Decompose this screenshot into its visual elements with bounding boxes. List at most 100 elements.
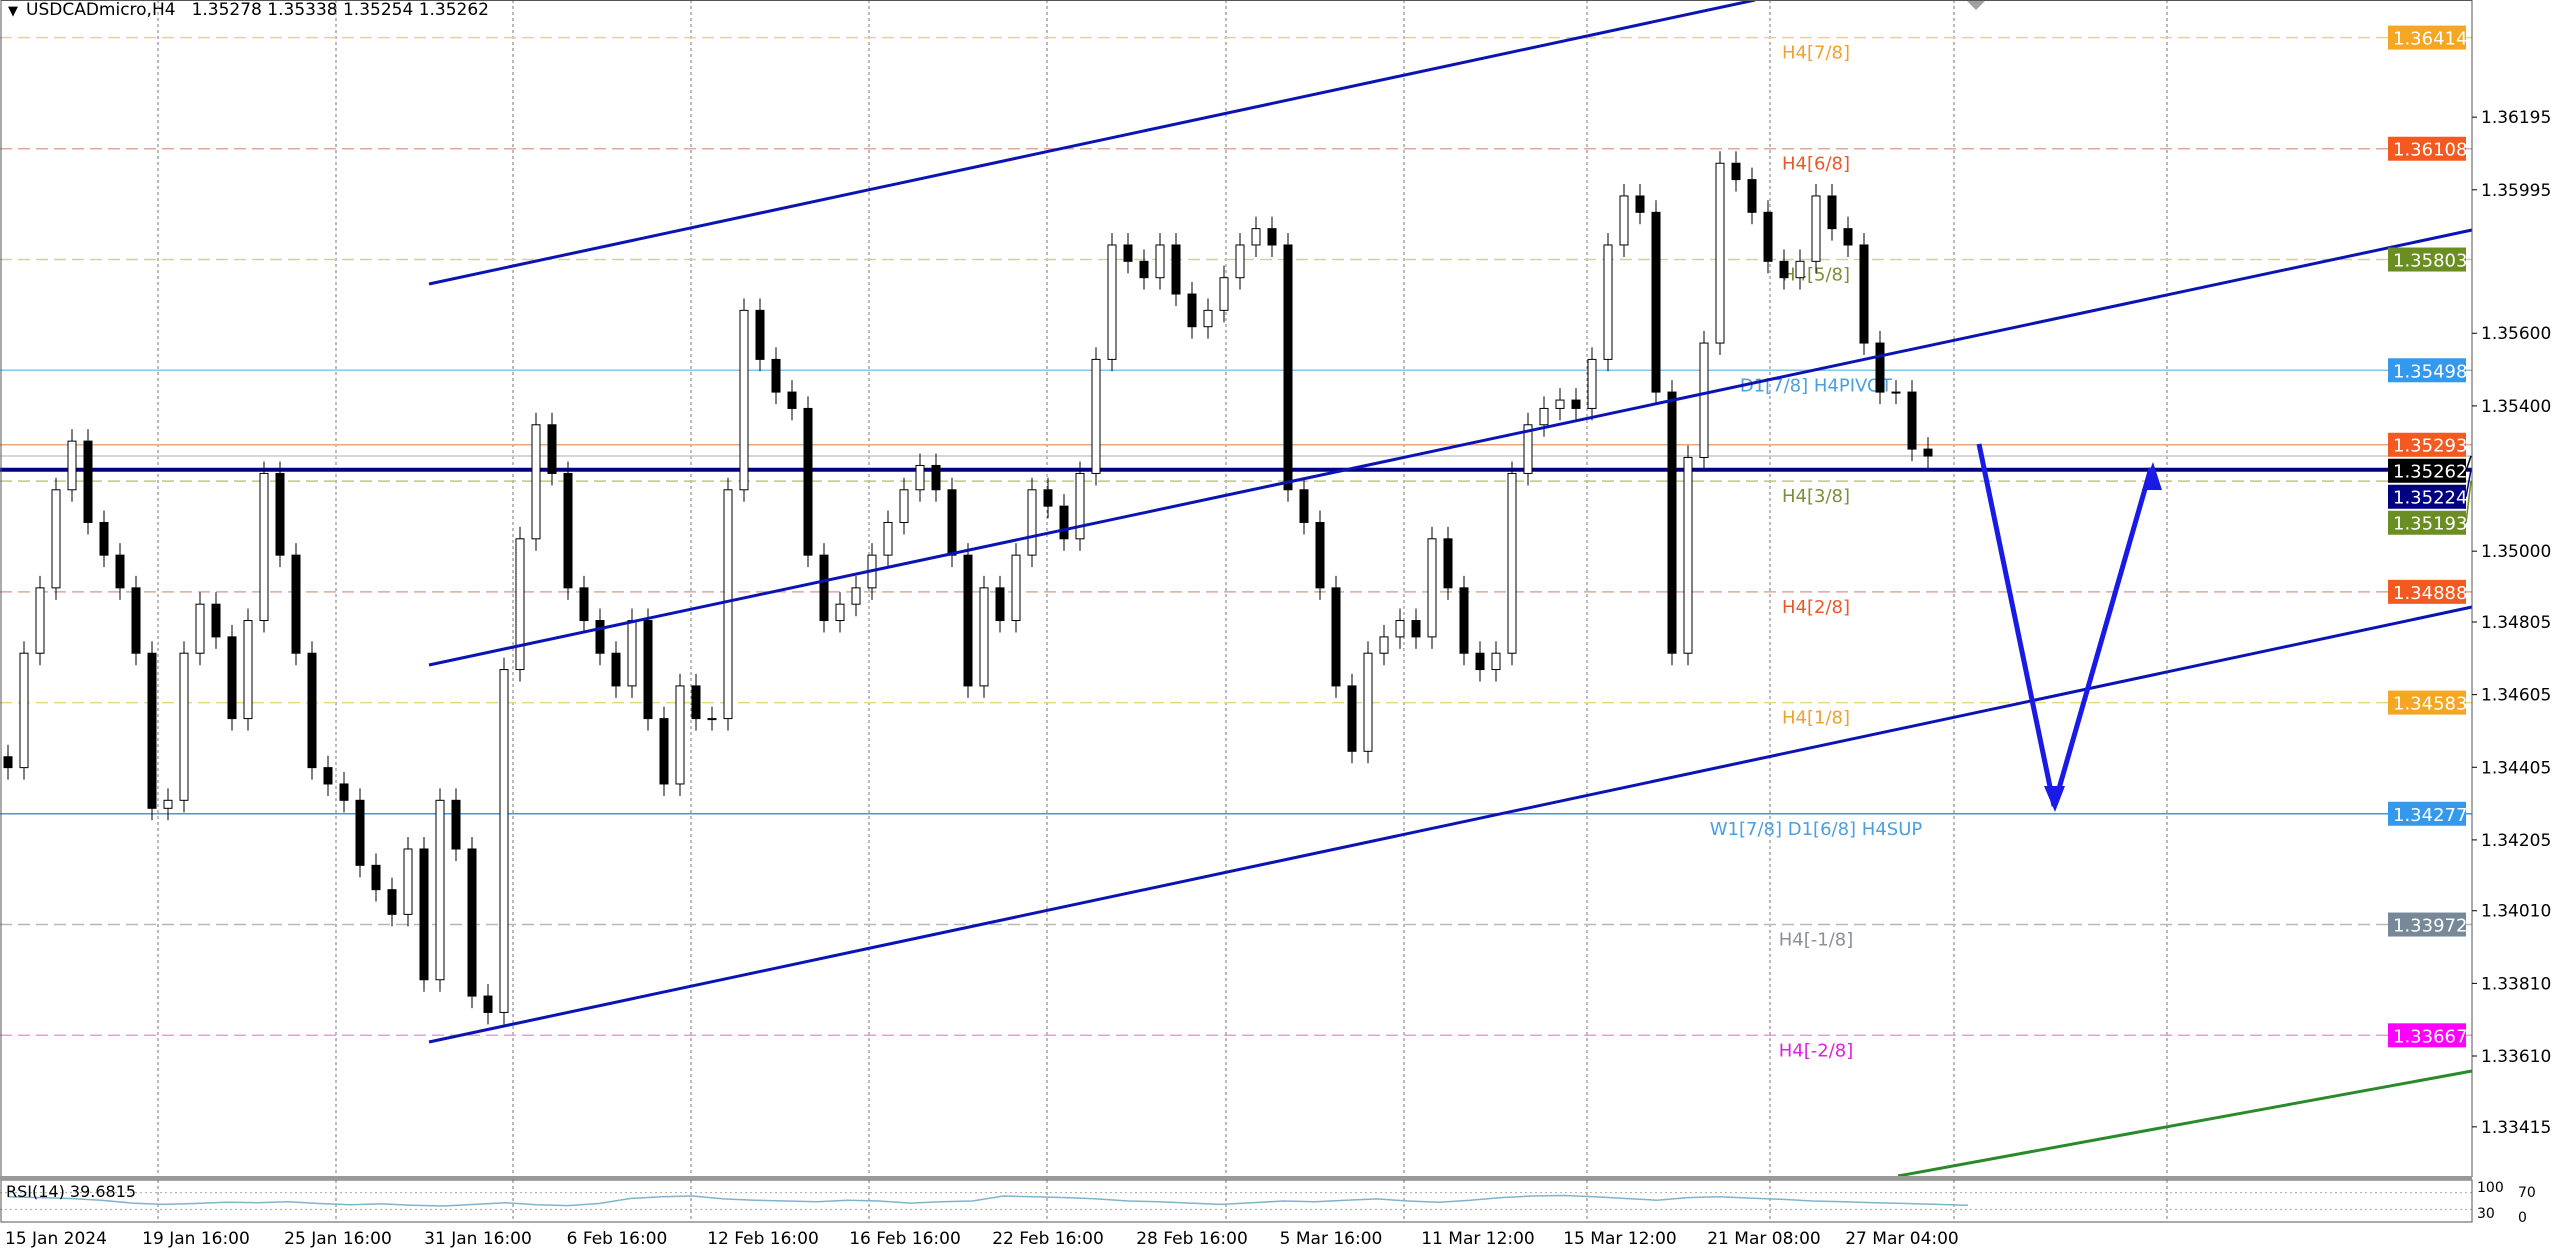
rsi-plot-border [0,1179,2473,1223]
candle-bull [835,603,845,622]
price-label-leader [2465,480,2472,523]
candle-bear [323,767,333,785]
candle-bull [723,489,733,720]
candle-bull [851,587,861,605]
y-tick-label: 1.33610 [2481,1047,2551,1067]
price-label-text: 1.35498 [2393,361,2467,382]
candle-bull [51,489,61,589]
candle-bull [403,848,413,915]
candle-bull [1683,456,1693,654]
trendlines [428,0,2473,1178]
candle-bull [1427,538,1437,638]
candle-bear [1171,244,1181,295]
price-label-text: 1.35193 [2393,514,2467,535]
candle-bull [1075,472,1085,540]
candle-bull [531,424,541,540]
candle-bear [995,587,1005,622]
candle-bull [1379,636,1389,654]
x-tick-label: 15 Mar 12:00 [1563,1229,1677,1249]
candle-bear [1043,489,1053,507]
candle-bear [339,783,349,801]
price-label-box [2388,1023,2466,1048]
price-label-text: 1.34277 [2393,805,2467,826]
price-label-box [2388,432,2466,457]
candle-bear [1779,260,1789,279]
price-label-box [2388,484,2466,509]
candle-bull [1155,244,1165,279]
candle-bear [1667,391,1677,654]
candle-bull [1603,244,1613,360]
y-tick-label: 1.35400 [2481,397,2551,417]
candle-bull [67,440,77,491]
price-label-leader [2465,455,2472,471]
price-label-box [2388,136,2466,161]
candle-bear [1859,244,1869,344]
x-tick-label: 11 Mar 12:00 [1421,1229,1535,1249]
y-tick-label: 1.35995 [2481,181,2551,201]
shift-marker-icon[interactable] [1966,0,1986,10]
candle-bull [1107,244,1117,360]
candle-bear [211,603,221,638]
candle-bear [1331,587,1341,687]
candle-bear [1731,162,1741,181]
candle-bear [1843,228,1853,246]
candle-bull [675,685,685,785]
collapse-triangle-icon[interactable]: ▼ [8,4,18,19]
x-tick-label: 28 Feb 16:00 [1136,1229,1248,1249]
candle-bear [1635,195,1645,213]
candle-bull [1587,358,1597,409]
candle-bull [1507,472,1517,654]
candle-bear [1651,211,1661,393]
candle-bear [483,995,493,1013]
x-tick-label: 25 Jan 16:00 [284,1229,392,1249]
level-label: H4[7/8] [1782,43,1850,64]
candle-bull [1091,358,1101,474]
green-trend-line[interactable] [1897,1069,2473,1178]
y-tick-label: 1.36195 [2481,108,2551,128]
candle-bull [1539,407,1549,426]
candle-bear [547,424,557,474]
candle-bear [307,652,317,769]
price-label-text: 1.35803 [2393,251,2467,272]
forecast-arrow-path[interactable] [1976,443,2154,807]
price-label-box [2388,801,2466,826]
channel-lower-line[interactable] [428,605,2473,1044]
candle-bear [1187,293,1197,328]
candle-bear [611,652,621,687]
candle-bull [883,521,893,556]
price-label-box [2388,912,2466,937]
candle-bear [1827,195,1837,230]
candle-bull [515,538,525,671]
candle-bull [19,652,29,769]
price-label-text: 1.34583 [2393,694,2467,715]
candle-bull [1491,652,1501,671]
candle-bear [947,489,957,556]
candle-bear [1747,179,1757,213]
x-tick-label: 16 Feb 16:00 [849,1229,961,1249]
candle-bull [1891,391,1901,394]
channel-middle-line[interactable] [428,228,2473,667]
candle-bull [979,587,989,687]
level-label: H4[2/8] [1782,597,1850,618]
candle-bear [963,554,973,687]
candle-bull [1027,489,1037,556]
candle-bear [467,848,477,997]
candle-bear [1123,244,1133,262]
price-label-text: 1.35262 [2393,462,2467,483]
channel-upper-line[interactable] [428,0,1756,286]
candle-bear [771,358,781,393]
ohlc-readout: 1.35278 1.35338 1.35254 1.35262 [191,0,489,20]
symbol-label: USDCADmicro,H4 [26,0,176,20]
candle-bull [259,472,269,622]
candle-bear [1299,489,1309,523]
candle-bear [595,620,605,654]
price-label-box [2388,458,2466,483]
candle-bull [899,489,909,523]
candle-bear [1443,538,1453,589]
candle-bull [739,309,749,491]
x-tick-label: 5 Mar 16:00 [1280,1229,1383,1249]
candle-bear [1875,342,1885,393]
price-label-text: 1.33667 [2393,1026,2467,1047]
candle-bull [1363,652,1373,752]
